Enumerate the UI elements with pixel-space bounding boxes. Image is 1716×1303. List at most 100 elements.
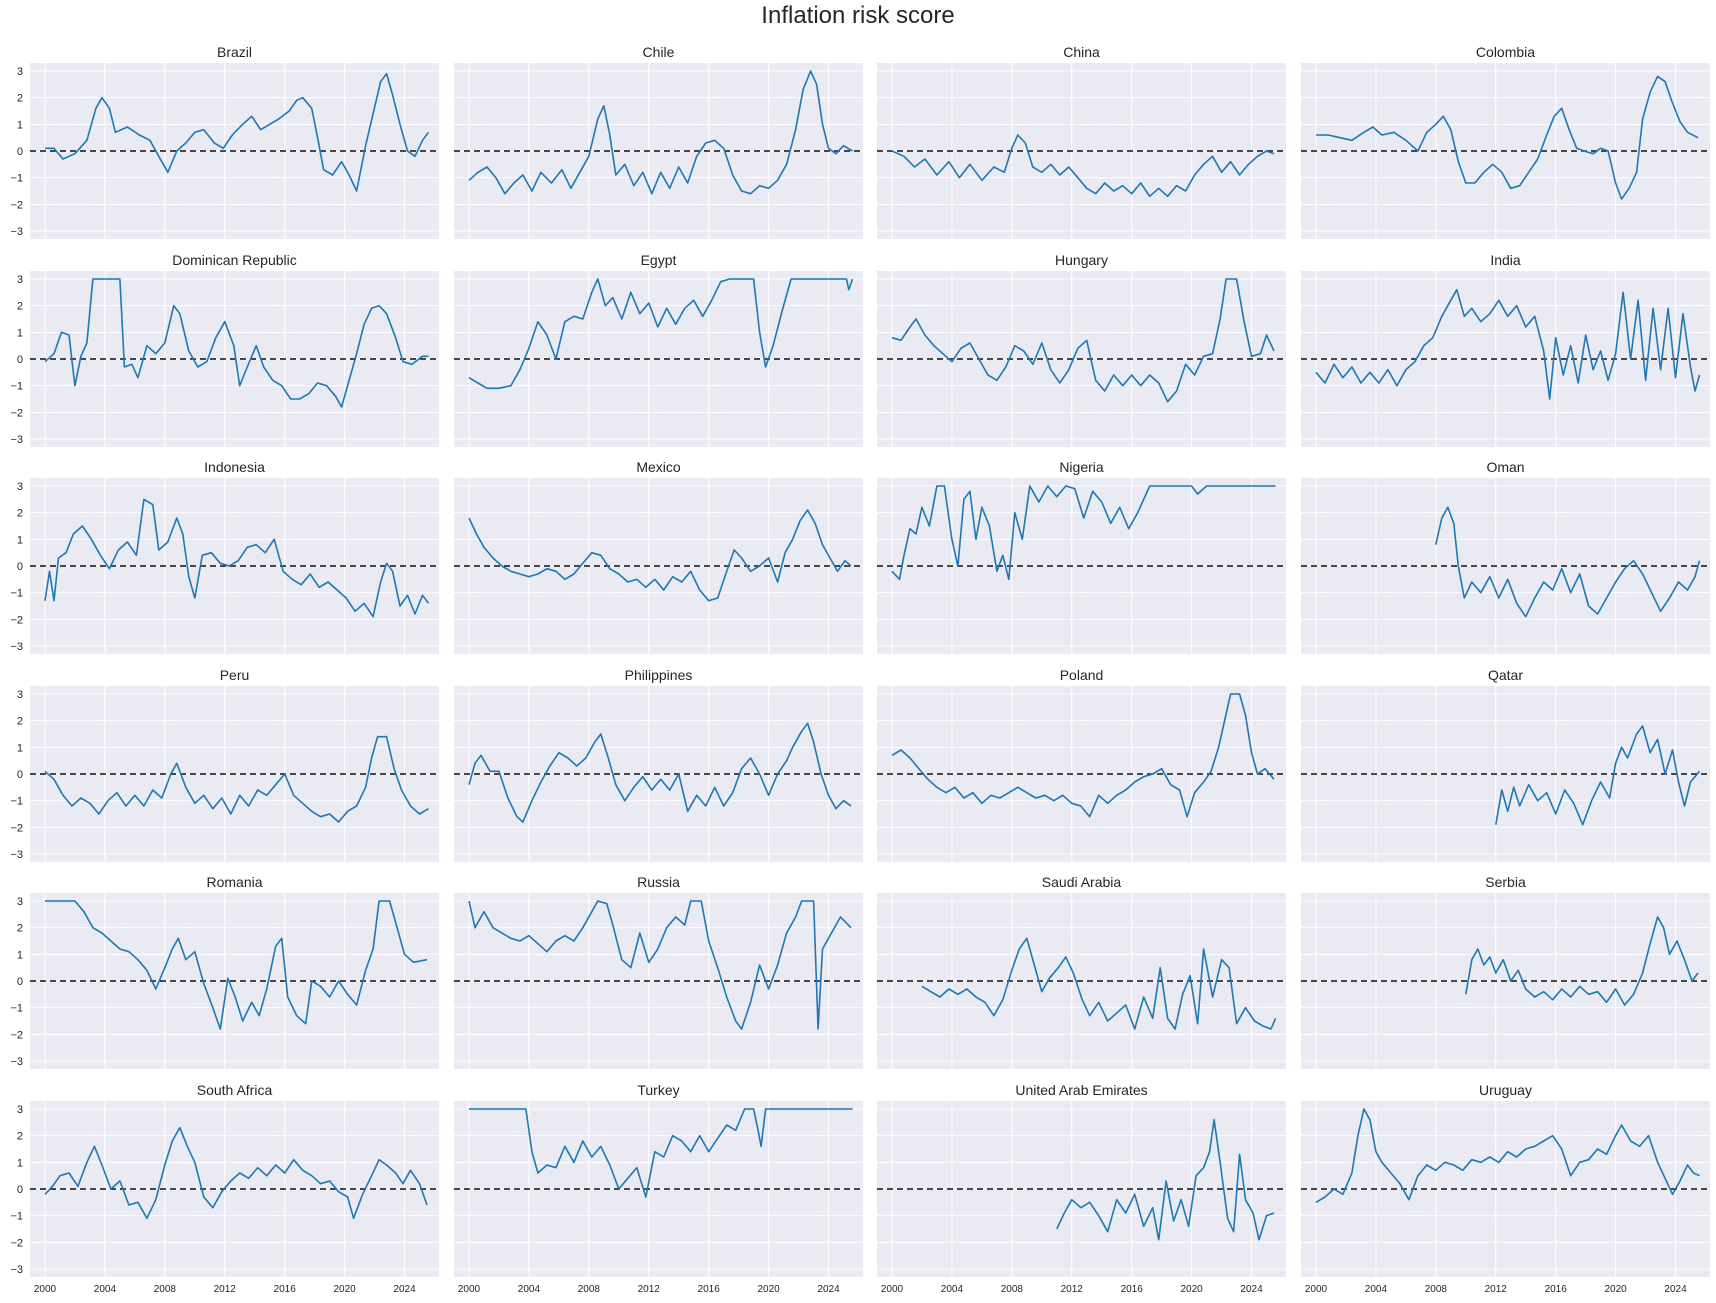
figure-title: Inflation risk score: [761, 2, 955, 29]
series-line: [469, 1108, 853, 1198]
y-tick-label: 3: [17, 689, 23, 701]
y-tick-label: −3: [10, 226, 23, 238]
y-tick-label: −2: [10, 199, 23, 211]
series-line: [468, 70, 853, 195]
x-tick-label: 2008: [1425, 1284, 1448, 1295]
series-line: [468, 278, 854, 390]
panel-title: Russia: [637, 874, 680, 890]
panel: Hungary: [877, 252, 1286, 447]
panel-title: Uruguay: [1479, 1082, 1532, 1098]
x-tick-label: 2020: [333, 1284, 356, 1295]
x-tick-label: 2012: [214, 1284, 237, 1295]
y-tick-label: −1: [10, 381, 23, 393]
x-tick-label: 2012: [638, 1284, 661, 1295]
x-tick-label: 2000: [881, 1284, 904, 1295]
series-line: [1315, 288, 1701, 400]
y-tick-label: 1: [17, 949, 23, 961]
panel: China: [877, 44, 1286, 239]
series-line: [1316, 75, 1699, 200]
y-tick-label: −1: [10, 796, 23, 808]
x-tick-label: 2012: [1485, 1284, 1508, 1295]
x-tick-label: 2024: [1664, 1284, 1687, 1295]
y-tick-label: −2: [10, 1237, 23, 1249]
x-tick-label: 2004: [518, 1284, 541, 1295]
y-tick-label: 3: [17, 1104, 23, 1116]
x-tick-label: 2016: [698, 1284, 721, 1295]
y-tick-label: 0: [17, 769, 23, 781]
x-tick-label: 2004: [1365, 1284, 1388, 1295]
panel: Serbia: [1301, 874, 1710, 1069]
series-line: [45, 72, 430, 192]
panel: Philippines: [454, 667, 863, 862]
series-line: [1315, 1108, 1700, 1203]
panel: Saudi Arabia: [877, 874, 1286, 1069]
panel: Indonesia −3 −2 −1 0 1 2 3: [10, 459, 439, 654]
panel: Russia: [454, 874, 863, 1069]
y-tick-label: −1: [10, 1211, 23, 1223]
series-line: [468, 900, 852, 1030]
y-tick-label: 2: [17, 1131, 23, 1143]
panel: Egypt: [454, 252, 863, 447]
series-line: [468, 509, 852, 602]
panel-title: Colombia: [1476, 44, 1535, 60]
panel: Peru −3 −2 −1 0 1 2 3: [10, 667, 439, 862]
x-tick-label: 2008: [1001, 1284, 1024, 1295]
series-line: [891, 485, 1276, 581]
panel-title: Chile: [643, 44, 675, 60]
y-tick-label: 2: [17, 923, 23, 935]
y-tick-label: 2: [17, 93, 23, 105]
y-tick-label: 0: [17, 1184, 23, 1196]
panel-title: Egypt: [641, 252, 677, 268]
x-tick-label: 2016: [1121, 1284, 1144, 1295]
y-tick-label: 2: [17, 508, 23, 520]
y-tick-label: 0: [17, 146, 23, 158]
x-tick-label: 2020: [1180, 1284, 1203, 1295]
panel-title: Qatar: [1488, 667, 1523, 683]
x-tick-label: 2004: [941, 1284, 964, 1295]
x-tick-label: 2016: [1545, 1284, 1568, 1295]
x-tick-label: 2024: [393, 1284, 416, 1295]
panel: Qatar: [1301, 667, 1710, 862]
y-tick-label: 2: [17, 716, 23, 728]
panel: Uruguay 2000 2004 2008 2012 2016 2020 2024: [1301, 1082, 1710, 1295]
series-line: [1056, 1118, 1275, 1241]
panel: Dominican Republic −3 −2 −1 0 1 2 3: [10, 252, 439, 447]
y-tick-label: 3: [17, 274, 23, 286]
x-tick-label: 2004: [94, 1284, 117, 1295]
panel: Turkey 2000 2004 2008 2012 2016 2020 2024: [454, 1082, 863, 1295]
y-tick-label: 2: [17, 301, 23, 313]
panel-title: Romania: [206, 874, 262, 890]
x-tick-label: 2020: [757, 1284, 780, 1295]
x-tick-label: 2024: [817, 1284, 840, 1295]
series-line: [891, 134, 1275, 198]
y-tick-label: −2: [10, 407, 23, 419]
y-tick-label: −2: [10, 614, 23, 626]
panel: Brazil −3 −2 −1 0 1 2 3: [10, 44, 439, 239]
panel: Romania −3 −2 −1 0 1 2 3: [10, 874, 439, 1069]
y-tick-label: −3: [10, 641, 23, 653]
y-tick-label: −1: [10, 588, 23, 600]
y-tick-label: −3: [10, 434, 23, 446]
panel: United Arab Emirates 2000 2004 2008 2012 2016…: [877, 1082, 1286, 1295]
series-line: [1495, 725, 1701, 826]
panel: Oman: [1301, 459, 1710, 654]
series-line: [44, 1126, 428, 1220]
panel: South Africa −3 −2 −1 0 1 2 3 2000 2004 2008 2012 20…: [10, 1082, 439, 1295]
series-line: [1435, 506, 1701, 618]
panel-title: Philippines: [625, 667, 693, 683]
panel-title: India: [1490, 252, 1521, 268]
y-tick-label: −1: [10, 1003, 23, 1015]
series-line: [891, 693, 1275, 818]
series-line: [891, 278, 1275, 403]
series-line: [921, 937, 1277, 1030]
y-tick-label: −3: [10, 1264, 23, 1276]
series-line: [45, 900, 428, 1030]
panel: Nigeria: [877, 459, 1286, 654]
panel: Mexico: [454, 459, 863, 654]
y-tick-label: −1: [10, 173, 23, 185]
series-line: [44, 278, 429, 408]
panel-title: South Africa: [197, 1082, 273, 1098]
panel-title: Mexico: [636, 459, 681, 475]
y-tick-label: 1: [17, 534, 23, 546]
